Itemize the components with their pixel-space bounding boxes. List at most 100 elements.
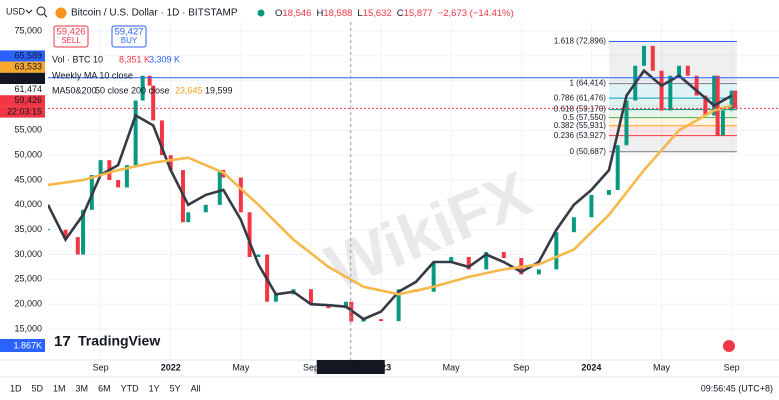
ohlc-change: −2,673 (−14.41%) (438, 8, 514, 19)
range-button[interactable]: 5Y (170, 383, 181, 393)
fib-band (608, 125, 737, 136)
fib-band (608, 117, 737, 126)
y-tick-label: 30,000 (14, 249, 42, 259)
candle (344, 301, 349, 309)
candle (151, 85, 156, 121)
candle (203, 204, 208, 213)
vol-title[interactable]: Vol · BTC 10 (52, 54, 103, 64)
candle (715, 75, 720, 136)
x-tick-label: May (232, 362, 250, 372)
y-tick-label: 40,000 (14, 199, 42, 209)
y-tick-label: 55,000 (14, 125, 42, 135)
price-tag-bg (0, 61, 45, 73)
price-tag-bg (0, 72, 45, 84)
sell-label[interactable]: SELL (61, 36, 81, 45)
indicator-line (48, 68, 733, 321)
buy-button[interactable] (111, 25, 147, 48)
x-tick-label: 2022 (161, 362, 181, 372)
fib-label: 0.236 (53,927) (554, 131, 606, 140)
candle (256, 254, 261, 257)
range-button[interactable]: 5D (32, 383, 44, 393)
range-button[interactable]: 1D (10, 383, 22, 393)
ohlc-value: 15,877 (404, 8, 433, 19)
logo[interactable]: TradingView (78, 333, 160, 349)
candle (217, 170, 222, 205)
candle (536, 269, 541, 275)
candle (238, 177, 243, 213)
fib-retracement: 1.618 (72,896) 1 (64,414) 0.786 (61,476) 0.… (554, 37, 737, 156)
price-tag: 22:03:15 (7, 106, 42, 116)
search-icon[interactable] (36, 6, 46, 16)
range-button[interactable]: 6M (98, 383, 111, 393)
y-tick-label: 15,000 (14, 323, 42, 333)
y-tick-label: 75,000 (14, 25, 42, 35)
ohlc: O18,546 H18,588 L15,632 C15,877 −2,673 (−14.… (275, 8, 514, 19)
candle (186, 212, 191, 223)
fib-band (608, 135, 737, 152)
candle (720, 110, 725, 136)
price-tag: 59,426 (14, 95, 42, 105)
logo-icon: 17 (54, 333, 71, 350)
candle (571, 217, 576, 233)
candle (449, 256, 454, 262)
candle (147, 75, 152, 86)
ohlc-value: 18,546 (282, 8, 311, 19)
x-tick-label: 2024 (581, 362, 601, 372)
candle (624, 100, 629, 146)
x-tick-label: May (443, 362, 461, 372)
ohlc-value: 15,632 (363, 8, 392, 19)
currency[interactable]: USD (6, 6, 26, 16)
range-button[interactable]: All (191, 383, 201, 393)
candle (124, 165, 129, 188)
price-tag-bg (0, 50, 45, 62)
candle (466, 256, 471, 270)
fib-label: 0.5 (57,550) (563, 113, 606, 122)
candle (554, 232, 559, 270)
market-status (257, 9, 265, 17)
sell-price[interactable]: 59,426 (56, 27, 85, 38)
candle (116, 180, 121, 188)
flag-icon[interactable] (723, 340, 735, 352)
price-tag-bg (0, 106, 45, 118)
candle (668, 75, 673, 111)
candle (703, 95, 708, 116)
crosshair: Wed 09 Nov '22 (316, 22, 385, 374)
ohlc-key: L (357, 8, 362, 19)
sell-button[interactable] (53, 25, 89, 48)
fib-band (608, 109, 737, 118)
range-button[interactable]: 1M (53, 383, 66, 393)
ma10-title[interactable]: Weekly MA 10 close (52, 70, 133, 80)
dropdown-icon[interactable] (25, 9, 33, 14)
ma-title[interactable]: MA50&200 (52, 85, 97, 95)
candle (694, 75, 699, 96)
x-tick-label: Sep (513, 362, 529, 372)
candle (733, 90, 738, 109)
ohlc-key: C (397, 8, 404, 19)
candle (308, 289, 313, 305)
candle (501, 252, 506, 258)
range-button[interactable]: YTD (121, 383, 140, 393)
buy-price[interactable]: 59,427 (114, 27, 143, 38)
candle (98, 160, 103, 176)
candle (659, 70, 664, 111)
candle (650, 45, 655, 71)
ohlc-value: 18,588 (323, 8, 352, 19)
y-tick-label: 35,000 (14, 224, 42, 234)
bitcoin-logo (55, 7, 67, 19)
fib-label: 0.382 (55,931) (554, 121, 606, 130)
range-button[interactable]: 3M (76, 383, 89, 393)
symbol-title[interactable]: Bitcoin / U.S. Dollar · 1D · BITSTAMP (71, 8, 238, 19)
fib-label: 1 (64,414) (569, 79, 606, 88)
buy-label[interactable]: BUY (121, 36, 138, 45)
fib-label: 0.618 (59,170) (554, 105, 606, 114)
grid (48, 22, 779, 360)
crosshair-label-bg (316, 360, 385, 374)
ohlc-key: H (316, 8, 323, 19)
volume-tag: 1.867K (13, 340, 42, 350)
candle (379, 319, 384, 322)
range-button[interactable]: 1Y (149, 383, 160, 393)
candle (75, 237, 80, 255)
